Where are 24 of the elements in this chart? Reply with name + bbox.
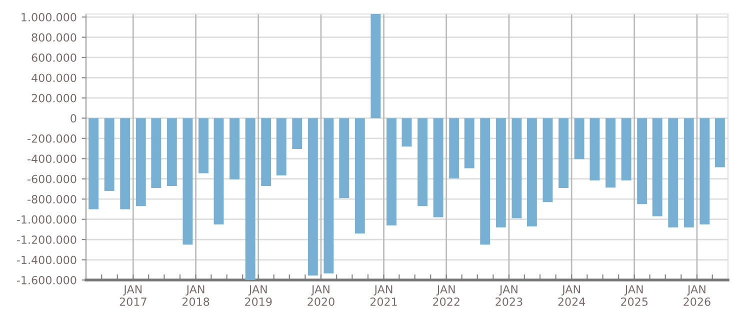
x-tick-label: JAN 2018: [182, 285, 210, 306]
x-tick-label: JAN 2019: [245, 285, 272, 306]
y-tick-label: -1.200.000: [16, 236, 76, 244]
y-tick-label: -400.000: [28, 154, 76, 164]
y-tick-label: -800.000: [28, 195, 76, 204]
y-tick-label: 1.000.000: [22, 13, 76, 22]
x-tick-label: JAN 2024: [558, 285, 586, 306]
x-tick-label: JAN 2020: [308, 285, 334, 306]
y-tick-label: 600.000: [32, 53, 76, 62]
y-tick-label: 0: [70, 114, 76, 123]
y-tick-label: -600.000: [28, 174, 76, 184]
y-tick-label: 400.000: [32, 74, 76, 82]
y-tick-label: -1.400.000: [16, 256, 76, 264]
y-tick-label: -1.000.000: [16, 215, 76, 224]
y-tick-label: 200.000: [32, 94, 76, 102]
x-tick-label: JAN 2022: [433, 285, 460, 306]
y-tick-label: 800.000: [32, 33, 76, 42]
x-tick-label: JAN 2017: [120, 285, 146, 306]
x-tick-label: JAN 2023: [496, 285, 522, 306]
x-tick-label: JAN 2025: [621, 285, 648, 306]
x-tick-label: JAN 2026: [684, 285, 710, 306]
y-tick-label: -200.000: [28, 134, 76, 143]
y-tick-label: -1.600.000: [16, 276, 76, 284]
x-tick-label: JAN 2021: [370, 285, 397, 306]
